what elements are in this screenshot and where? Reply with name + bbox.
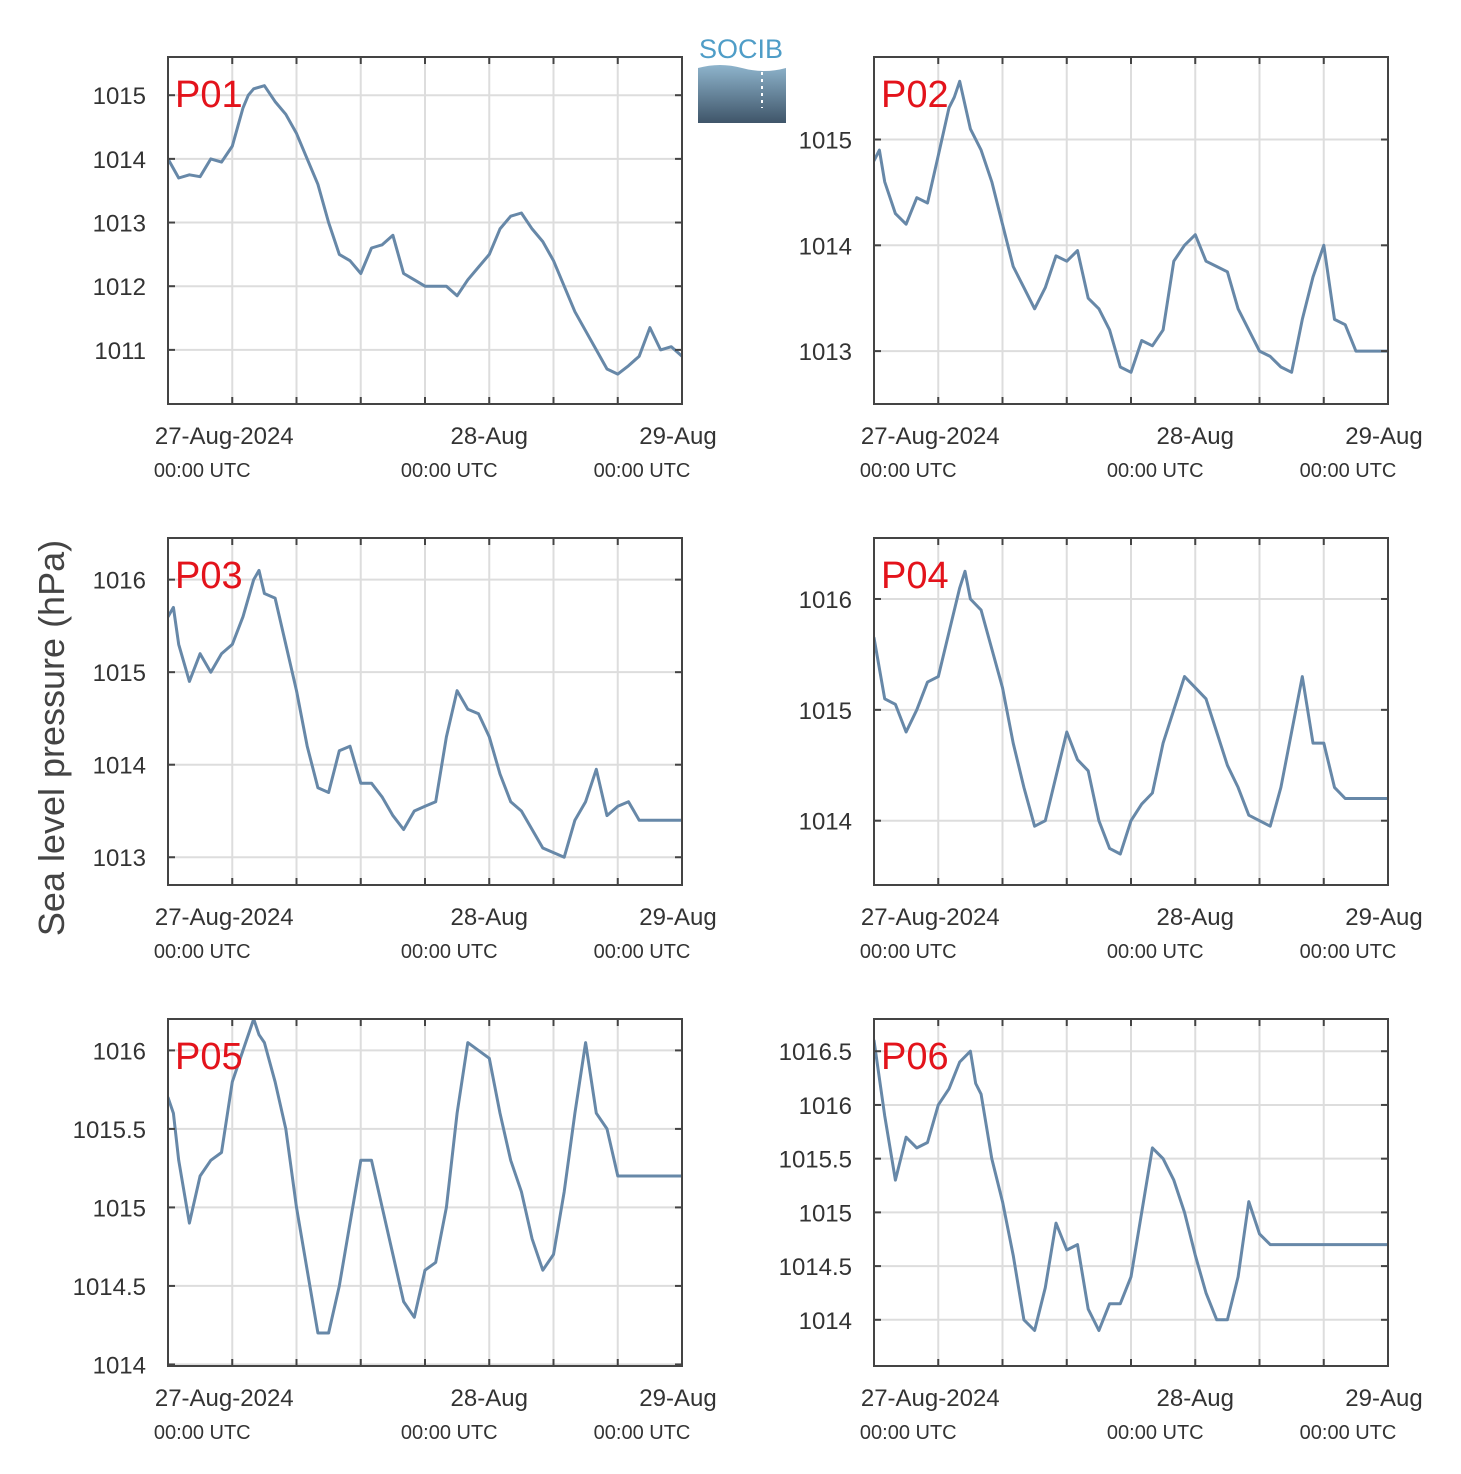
y-tick-label: 1014 [799, 233, 852, 260]
y-tick-label: 1013 [799, 339, 852, 366]
y-tick-label: 1013 [93, 211, 146, 238]
panel-label: P05 [175, 1036, 243, 1078]
panels: 1011 1012 1013 1014 1015 27-Aug-2024 00:00 UTC… [73, 56, 1423, 1444]
y-tick-label: 1011 [94, 338, 146, 365]
y-tick-label: 1012 [93, 274, 146, 301]
x-tick-date-label: 27-Aug-2024 [861, 1385, 1000, 1412]
x-tick-time-label: 00:00 UTC [594, 460, 691, 482]
panel-p01: 1011 1012 1013 1014 1015 27-Aug-2024 00:00 UTC… [93, 56, 717, 482]
x-tick-time-label: 00:00 UTC [594, 1422, 691, 1444]
pressure-series-line [168, 84, 682, 376]
x-tick-time-label: 00:00 UTC [860, 460, 957, 482]
y-tick-label: 1015 [799, 1200, 852, 1227]
y-axis-label: Sea level pressure (hPa) [31, 540, 72, 936]
x-tick-date-label: 28-Aug [1157, 904, 1234, 931]
y-tick-label: 1014.5 [73, 1274, 146, 1301]
x-tick-date-label: 27-Aug-2024 [155, 423, 294, 450]
x-tick-date-label: 28-Aug [451, 423, 528, 450]
x-tick-date-label: 29-Aug [639, 1385, 716, 1412]
y-tick-label: 1015 [93, 660, 146, 687]
x-tick-time-label: 00:00 UTC [154, 460, 251, 482]
pressure-series-line [168, 568, 682, 859]
pressure-series-line [874, 79, 1388, 374]
x-tick-time-label: 00:00 UTC [1107, 1422, 1204, 1444]
y-tick-label: 1016 [93, 1038, 146, 1065]
logo-wave-icon [698, 65, 786, 123]
panel-p02: 1013 1014 1015 27-Aug-2024 00:00 UTC 28-Aug 00… [799, 56, 1423, 482]
y-tick-label: 1016.5 [779, 1039, 852, 1066]
socib-logo: SOCIB [698, 34, 786, 123]
x-tick-time-label: 00:00 UTC [860, 941, 957, 963]
y-tick-label: 1015 [799, 128, 852, 155]
panel-label: P02 [881, 74, 949, 116]
x-tick-time-label: 00:00 UTC [401, 460, 498, 482]
x-tick-time-label: 00:00 UTC [1107, 460, 1204, 482]
y-tick-label: 1016 [799, 1093, 852, 1120]
x-tick-date-label: 29-Aug [639, 904, 716, 931]
x-tick-time-label: 00:00 UTC [1107, 941, 1204, 963]
x-tick-time-label: 00:00 UTC [1300, 460, 1397, 482]
x-tick-date-label: 29-Aug [1345, 904, 1422, 931]
pressure-series-line [874, 1039, 1388, 1332]
y-tick-label: 1015.5 [779, 1147, 852, 1174]
x-tick-date-label: 29-Aug [639, 423, 716, 450]
y-tick-label: 1016 [93, 568, 146, 595]
x-tick-time-label: 00:00 UTC [154, 941, 251, 963]
panel-label: P04 [881, 555, 949, 597]
x-tick-date-label: 28-Aug [1157, 1385, 1234, 1412]
x-tick-date-label: 27-Aug-2024 [155, 904, 294, 931]
y-tick-label: 1013 [93, 845, 146, 872]
x-tick-date-label: 29-Aug [1345, 1385, 1422, 1412]
x-tick-time-label: 00:00 UTC [594, 941, 691, 963]
y-tick-label: 1014 [799, 809, 852, 836]
y-tick-label: 1015 [93, 83, 146, 110]
y-tick-label: 1015 [93, 1195, 146, 1222]
x-tick-date-label: 28-Aug [451, 1385, 528, 1412]
logo-text: SOCIB [699, 34, 783, 64]
panel-p06: 1014 1014.5 1015 1015.5 1016 1016.5 27-Aug-202… [779, 1018, 1423, 1444]
y-tick-label: 1014 [93, 753, 146, 780]
y-tick-label: 1015 [799, 698, 852, 725]
x-tick-time-label: 00:00 UTC [401, 941, 498, 963]
x-tick-time-label: 00:00 UTC [1300, 941, 1397, 963]
panel-label: P06 [881, 1036, 949, 1078]
y-tick-label: 1014 [93, 1352, 146, 1379]
x-tick-time-label: 00:00 UTC [154, 1422, 251, 1444]
y-tick-label: 1015.5 [73, 1117, 146, 1144]
x-tick-date-label: 28-Aug [451, 904, 528, 931]
panel-label: P03 [175, 555, 243, 597]
pressure-series-line [874, 569, 1388, 856]
x-tick-date-label: 28-Aug [1157, 423, 1234, 450]
panel-p04: 1014 1015 1016 27-Aug-2024 00:00 UTC 28-Aug 00… [799, 537, 1423, 963]
x-tick-time-label: 00:00 UTC [401, 1422, 498, 1444]
x-tick-time-label: 00:00 UTC [860, 1422, 957, 1444]
x-tick-date-label: 27-Aug-2024 [155, 1385, 294, 1412]
panel-p03: 1013 1014 1015 1016 27-Aug-2024 00:00 UTC 28-A… [93, 537, 717, 963]
pressure-series-line [168, 1019, 682, 1335]
panel-p05: 1014 1014.5 1015 1015.5 1016 27-Aug-2024 00:00… [73, 1018, 717, 1444]
x-tick-date-label: 27-Aug-2024 [861, 423, 1000, 450]
x-tick-time-label: 00:00 UTC [1300, 1422, 1397, 1444]
y-tick-label: 1014.5 [779, 1254, 852, 1281]
x-tick-date-label: 29-Aug [1345, 423, 1422, 450]
y-tick-label: 1014 [799, 1308, 852, 1335]
y-tick-label: 1016 [799, 587, 852, 614]
x-tick-date-label: 27-Aug-2024 [861, 904, 1000, 931]
panel-label: P01 [175, 74, 243, 116]
y-tick-label: 1014 [93, 147, 146, 174]
